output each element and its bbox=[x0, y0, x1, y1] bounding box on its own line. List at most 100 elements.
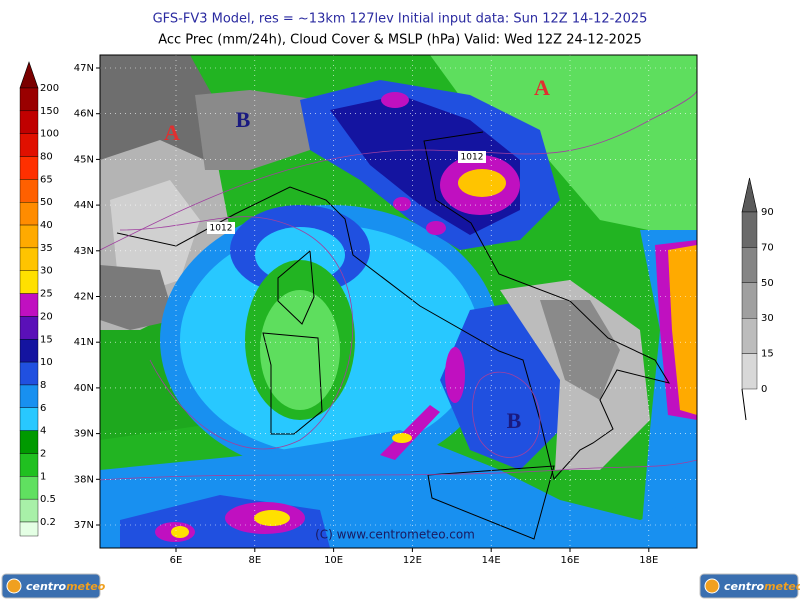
precip-yellow bbox=[458, 169, 506, 197]
cloud-legend-band bbox=[741, 282, 758, 319]
header-line-1: GFS-FV3 Model, res = ~13km 127lev Initia… bbox=[153, 12, 648, 27]
high-pressure-label: A bbox=[534, 75, 550, 100]
logo-text: centrometeo bbox=[26, 580, 106, 593]
cloud-legend-label: 30 bbox=[761, 313, 774, 324]
precip-legend-top bbox=[19, 61, 39, 89]
precip-legend-band bbox=[19, 521, 39, 537]
cloud-legend-tail bbox=[741, 388, 747, 421]
lon-label: 12E bbox=[403, 555, 422, 566]
precip-legend-band bbox=[19, 202, 39, 226]
cloud-legend-label: 50 bbox=[761, 278, 774, 289]
logo-part-1: centro bbox=[724, 580, 764, 593]
precip-legend-label: 0.5 bbox=[40, 494, 56, 505]
logo: centrometeo bbox=[699, 573, 800, 599]
cloud-legend-band bbox=[741, 318, 758, 354]
logo-box bbox=[699, 573, 799, 599]
precip-legend-label: 15 bbox=[40, 334, 53, 345]
precip-legend-label: 30 bbox=[40, 266, 53, 277]
logo-text: centrometeo bbox=[724, 580, 800, 593]
precip-purple-small bbox=[381, 92, 409, 108]
low-pressure-label: B bbox=[236, 107, 251, 132]
precip-purple-small bbox=[426, 221, 446, 235]
cloud-legend-band bbox=[741, 247, 758, 283]
graticule bbox=[100, 55, 697, 548]
lon-label: 8E bbox=[248, 555, 261, 566]
precip-legend-label: 50 bbox=[40, 197, 53, 208]
precip-legend-band bbox=[19, 87, 39, 112]
precip-yellow-sw bbox=[254, 510, 290, 526]
isobar-label: 1012 bbox=[210, 224, 233, 234]
cloud-legend-label: 15 bbox=[761, 349, 774, 360]
precip-legend-band bbox=[19, 339, 39, 363]
precip-legend-label: 0.2 bbox=[40, 517, 56, 528]
lat-label: 42N bbox=[74, 292, 94, 303]
cloud-legend-band bbox=[741, 353, 758, 390]
precip-legend-label: 10 bbox=[40, 357, 53, 368]
low-pressure-label: B bbox=[507, 408, 522, 433]
lon-label: 6E bbox=[170, 555, 183, 566]
map-labels: 47N 46N 45N 44N 43N 42N 41N 40N 39N 38N 37N 6E 8E 10E… bbox=[74, 63, 659, 566]
lat-label: 46N bbox=[74, 109, 94, 120]
precip-legend-band bbox=[19, 247, 39, 271]
cloud-dark bbox=[100, 55, 215, 160]
header-line-2: Acc Prec (mm/24h), Cloud Cover & MSLP (h… bbox=[158, 33, 642, 48]
precip-legend-band bbox=[19, 430, 39, 454]
lat-label: 39N bbox=[74, 429, 94, 440]
precip-legend-band bbox=[19, 498, 39, 523]
lat-label: 41N bbox=[74, 337, 94, 348]
cloud-legend-label: 70 bbox=[761, 242, 774, 253]
high-pressure-label: A bbox=[164, 120, 180, 145]
watermark: (C) www.centrometeo.com bbox=[315, 528, 475, 542]
lon-label: 16E bbox=[560, 555, 579, 566]
precip-legend-label: 6 bbox=[40, 403, 46, 414]
cloud-south-dark bbox=[540, 300, 620, 400]
lat-label: 38N bbox=[74, 474, 94, 485]
logo-part-2: meteo bbox=[764, 580, 800, 593]
isobar-label-box bbox=[458, 151, 486, 163]
isobar-label-box bbox=[207, 222, 235, 234]
cloud-legend-label: 90 bbox=[761, 207, 774, 218]
precip-legend-label: 150 bbox=[40, 106, 59, 117]
precip-legend-band bbox=[19, 316, 39, 340]
precip-legend-band bbox=[19, 110, 39, 134]
lat-label: 43N bbox=[74, 246, 94, 257]
precip-legend-label: 35 bbox=[40, 243, 53, 254]
precip-legend-label: 1 bbox=[40, 471, 46, 482]
precip-purple-south bbox=[445, 347, 465, 403]
precip-purple-streak bbox=[380, 405, 440, 460]
precip-legend-label: 200 bbox=[40, 83, 59, 94]
precip-legend-band bbox=[19, 224, 39, 249]
coastlines bbox=[116, 131, 671, 540]
lon-label: 18E bbox=[639, 555, 658, 566]
precip-legend-band bbox=[19, 453, 39, 477]
logo-icon bbox=[704, 578, 720, 594]
map-field bbox=[100, 55, 697, 548]
precip-legend-label: 4 bbox=[40, 426, 46, 437]
precip-legend-band bbox=[19, 293, 39, 317]
precip-legend-label: 8 bbox=[40, 380, 46, 391]
lat-label: 45N bbox=[74, 154, 94, 165]
cloud-legend-label: 0 bbox=[761, 384, 767, 395]
precip-legend-band bbox=[19, 156, 39, 180]
logo: centrometeo bbox=[1, 573, 106, 599]
precip-legend-label: 40 bbox=[40, 220, 53, 231]
logo-part-2: meteo bbox=[66, 580, 106, 593]
cloud-legend-top bbox=[741, 177, 758, 213]
precip-legend-band bbox=[19, 384, 39, 408]
precip-legend-label: 65 bbox=[40, 174, 53, 185]
cloud-alps bbox=[195, 90, 320, 170]
lon-label: 10E bbox=[324, 555, 343, 566]
field-light-green bbox=[430, 55, 697, 240]
lat-label: 47N bbox=[74, 63, 94, 74]
cloud-dark-west bbox=[100, 265, 175, 330]
precip-legend-band bbox=[19, 361, 39, 386]
precip-yellow-streak bbox=[392, 433, 412, 443]
logo-icon bbox=[6, 578, 22, 594]
precip-purple-small bbox=[393, 197, 411, 211]
precip-legend-band bbox=[19, 476, 39, 500]
lat-label: 44N bbox=[74, 200, 94, 211]
map-frame bbox=[99, 54, 698, 549]
precip-legend-label: 80 bbox=[40, 152, 53, 163]
